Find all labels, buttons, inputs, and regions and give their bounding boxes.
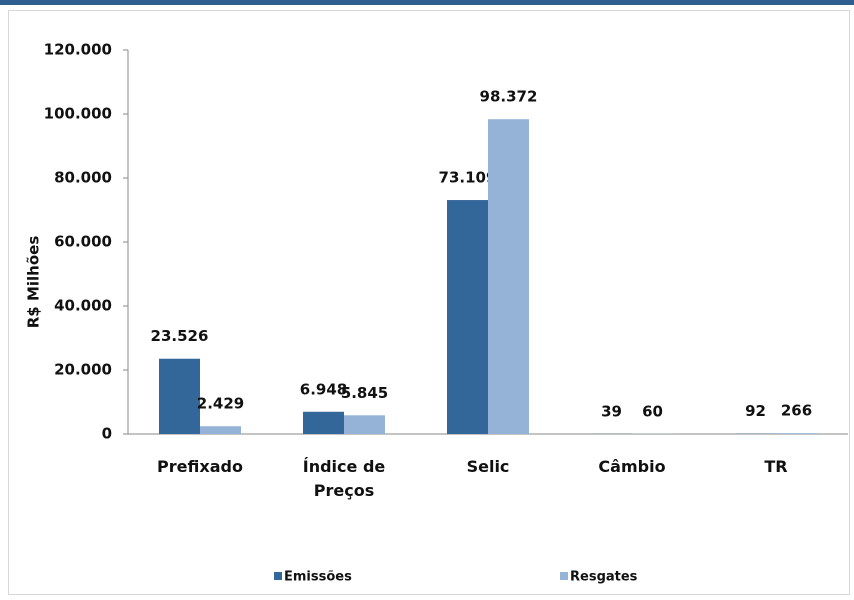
legend-label: Emissões xyxy=(284,570,352,585)
legend-label: Resgates xyxy=(570,570,638,585)
y-tick-label: 80.000 xyxy=(54,169,112,187)
y-tick-label: 100.000 xyxy=(44,105,112,123)
y-tick-label: 120.000 xyxy=(44,41,112,59)
data-label: 98.372 xyxy=(480,88,538,106)
data-label: 5.845 xyxy=(341,384,388,402)
legend-swatch xyxy=(560,572,568,580)
data-label: 92 xyxy=(745,402,766,420)
y-tick-label: 0 xyxy=(102,425,112,443)
data-label: 6.948 xyxy=(300,380,347,398)
frame xyxy=(8,10,850,595)
data-label: 23.526 xyxy=(151,327,209,345)
y-tick-label: 20.000 xyxy=(54,361,112,379)
bar xyxy=(303,411,344,434)
y-axis-label: R$ Milhões xyxy=(25,236,43,329)
bar xyxy=(159,358,200,434)
data-label: 266 xyxy=(781,402,812,420)
y-tick-label: 60.000 xyxy=(54,233,112,251)
data-label: 2.429 xyxy=(197,395,244,413)
x-tick-label: Prefixado xyxy=(157,457,243,476)
bar xyxy=(447,200,488,434)
bar xyxy=(200,426,241,434)
data-label: 60 xyxy=(642,402,663,420)
x-tick-label: Selic xyxy=(466,457,510,476)
bar xyxy=(776,433,817,434)
top-border xyxy=(0,0,854,5)
x-tick-label: Câmbio xyxy=(598,457,666,476)
data-label: 73.109 xyxy=(439,169,497,187)
y-tick-label: 40.000 xyxy=(54,297,112,315)
bar xyxy=(488,119,529,435)
x-tick-label: TR xyxy=(764,457,788,476)
legend-swatch xyxy=(274,572,282,580)
data-label: 39 xyxy=(601,402,622,420)
x-tick-label: Índice de Preços xyxy=(302,457,386,500)
bar xyxy=(344,415,385,434)
